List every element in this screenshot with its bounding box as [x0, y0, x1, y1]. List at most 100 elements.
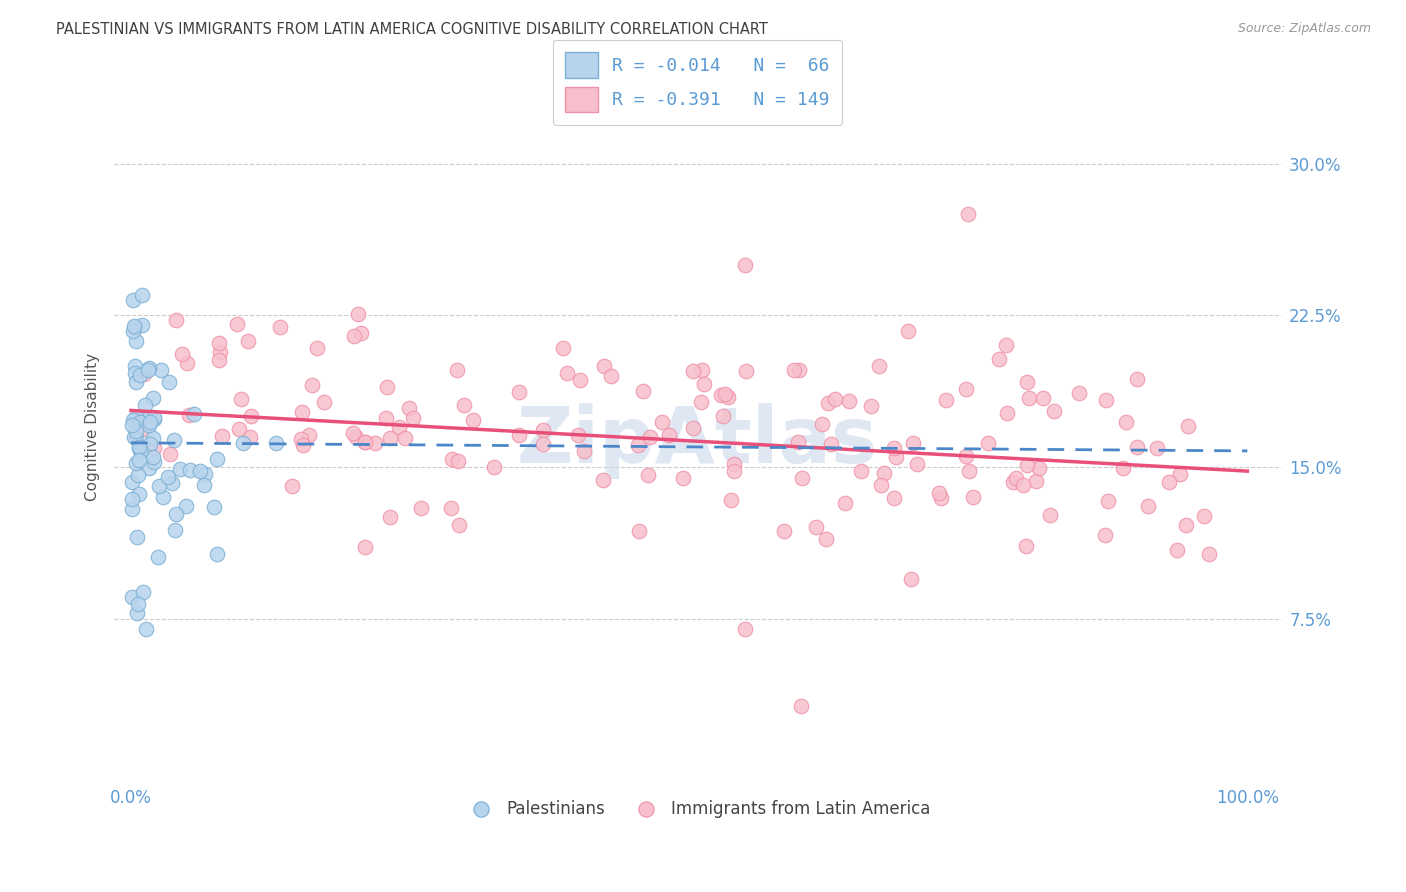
Point: [179, 408, 201, 422]
Point: [132, 368, 155, 382]
Point: [138, 360, 160, 375]
Point: [354, 540, 377, 554]
Point: [1166, 543, 1188, 558]
Point: [709, 388, 731, 402]
Point: [228, 422, 250, 436]
Point: [592, 473, 614, 487]
Point: [1011, 477, 1033, 491]
Point: [714, 386, 737, 401]
Point: [627, 438, 650, 452]
Point: [121, 591, 143, 605]
Point: [131, 288, 153, 302]
Legend: Palestinians, Immigrants from Latin America: Palestinians, Immigrants from Latin Amer…: [457, 794, 938, 825]
Point: [148, 478, 170, 492]
Point: [787, 363, 810, 377]
Point: [128, 443, 150, 458]
Point: [163, 523, 186, 537]
Point: [567, 428, 589, 442]
Point: [209, 344, 232, 359]
Point: [1146, 442, 1168, 456]
Point: [790, 698, 813, 713]
Point: [508, 384, 530, 399]
Point: [531, 437, 554, 451]
Point: [1039, 508, 1062, 522]
Point: [280, 479, 302, 493]
Point: [734, 258, 756, 272]
Point: [682, 421, 704, 435]
Point: [446, 363, 468, 377]
Point: [723, 457, 745, 471]
Point: [693, 376, 716, 391]
Point: [631, 384, 654, 398]
Point: [165, 507, 187, 521]
Point: [690, 395, 713, 409]
Point: [1192, 509, 1215, 524]
Point: [711, 409, 734, 423]
Point: [995, 406, 1018, 420]
Point: [638, 430, 661, 444]
Point: [122, 293, 145, 307]
Point: [135, 622, 157, 636]
Point: [783, 363, 806, 377]
Point: [682, 364, 704, 378]
Point: [142, 441, 165, 455]
Point: [301, 377, 323, 392]
Point: [150, 363, 173, 377]
Point: [131, 413, 153, 427]
Point: [194, 467, 217, 482]
Point: [375, 380, 398, 394]
Point: [349, 326, 371, 340]
Point: [128, 440, 150, 454]
Point: [1032, 392, 1054, 406]
Point: [208, 352, 231, 367]
Point: [955, 382, 977, 396]
Point: [1177, 419, 1199, 434]
Point: [1018, 391, 1040, 405]
Point: [398, 401, 420, 415]
Point: [792, 471, 814, 485]
Point: [236, 334, 259, 348]
Point: [232, 435, 254, 450]
Point: [815, 532, 838, 546]
Point: [208, 335, 231, 350]
Point: [811, 417, 834, 431]
Point: [142, 455, 165, 469]
Point: [994, 338, 1017, 352]
Point: [1067, 385, 1090, 400]
Point: [824, 392, 846, 406]
Point: [139, 437, 162, 451]
Point: [193, 477, 215, 491]
Point: [555, 366, 578, 380]
Point: [600, 369, 623, 384]
Point: [1095, 392, 1118, 407]
Point: [174, 500, 197, 514]
Point: [156, 470, 179, 484]
Text: ZipAtlas: ZipAtlas: [517, 403, 879, 479]
Point: [440, 500, 463, 515]
Point: [551, 341, 574, 355]
Point: [786, 434, 808, 449]
Point: [886, 450, 908, 465]
Point: [121, 502, 143, 516]
Point: [290, 432, 312, 446]
Point: [482, 459, 505, 474]
Point: [344, 429, 367, 443]
Point: [124, 318, 146, 333]
Point: [1042, 404, 1064, 418]
Point: [264, 435, 287, 450]
Point: [159, 447, 181, 461]
Point: [1004, 471, 1026, 485]
Point: [394, 431, 416, 445]
Point: [127, 598, 149, 612]
Point: [977, 435, 1000, 450]
Point: [772, 524, 794, 539]
Point: [870, 477, 893, 491]
Point: [883, 491, 905, 505]
Point: [121, 418, 143, 433]
Point: [1157, 475, 1180, 489]
Point: [441, 452, 464, 467]
Point: [723, 464, 745, 478]
Point: [205, 452, 228, 467]
Point: [142, 431, 165, 445]
Point: [353, 435, 375, 450]
